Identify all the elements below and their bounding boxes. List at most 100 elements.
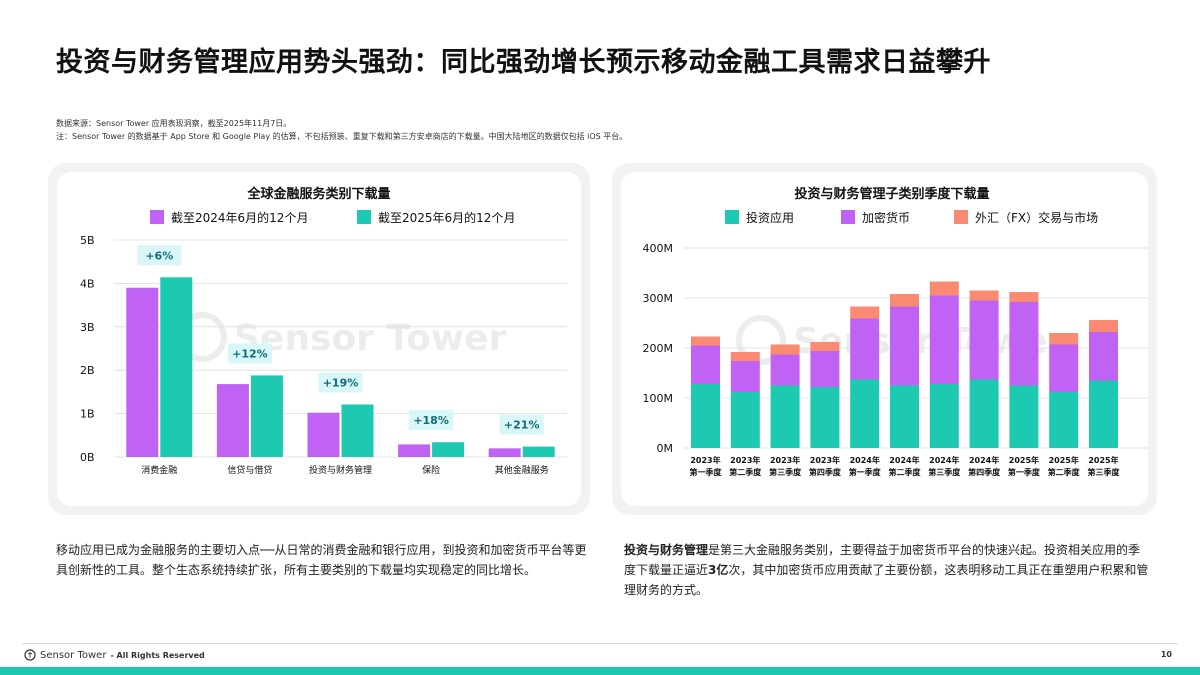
bar-segment	[1049, 392, 1079, 448]
x-tick-label-year: 2023年	[770, 455, 800, 465]
footer-divider	[22, 643, 1178, 644]
bar	[216, 384, 249, 457]
x-tick-label-year: 2025年	[1009, 455, 1039, 465]
x-tick-label-year: 2024年	[850, 455, 880, 465]
legend-label: 投资应用	[746, 210, 794, 225]
caption-left: 移动应用已成为金融服务的主要切入点──从日常的消费金融和银行应用，到投资和加密货…	[56, 543, 587, 577]
x-tick-label-quarter: 第一季度	[849, 467, 882, 477]
growth-label-bg	[318, 372, 363, 393]
x-tick-label-quarter: 第四季度	[968, 467, 1001, 477]
bar	[341, 404, 374, 457]
growth-label: +18%	[413, 414, 449, 427]
watermark: Sensor Tower	[177, 312, 507, 362]
bar-segment	[1049, 333, 1079, 345]
footer-rights: - All Rights Reserved	[110, 650, 205, 660]
y-tick-label: 0B	[80, 451, 95, 464]
growth-label-bg	[499, 414, 544, 435]
chart-card: Sensor Tower 投资与财务管理子类别季度下载量 投资应用 加密货币 外汇（FX…	[621, 172, 1148, 506]
y-tick-label: 4B	[80, 277, 95, 290]
x-tick-label-quarter: 第二季度	[1048, 467, 1081, 477]
bar	[250, 375, 283, 457]
bar-segment	[770, 354, 800, 386]
legend-swatch	[725, 210, 739, 224]
bar-segment	[770, 344, 800, 355]
caption-right: 投资与财务管理是第三大金融服务类别，主要得益于加密货币平台的快速兴起。投资相关应…	[624, 540, 1152, 600]
chart-panel-global-downloads: Sensor Tower 全球金融服务类别下载量 截至2024年6月的12个月 截至2…	[48, 163, 590, 515]
bar-segment	[810, 351, 840, 387]
legend-swatch	[841, 210, 855, 224]
y-tick-label: 5B	[80, 234, 95, 247]
bar-segment	[969, 300, 999, 380]
bar-segment	[691, 336, 720, 346]
chart-title: 全球金融服务类别下载量	[246, 186, 390, 202]
footer-brand: Sensor Tower - All Rights Reserved	[24, 649, 205, 661]
x-tick-label: 信贷与借贷	[227, 464, 272, 476]
caption-right-text-b: 次，其中加密货币应用贡献了主要份额，这表明移动工具正在重塑用户积累和管理财务的方…	[624, 563, 1149, 597]
growth-label-bg	[227, 343, 272, 364]
x-tick-label-year: 2025年	[1049, 455, 1079, 465]
chart-title: 投资与财务管理子类别季度下载量	[794, 186, 989, 202]
bar-segment	[1009, 302, 1039, 386]
bar-segment	[890, 294, 919, 307]
bar-segment	[730, 361, 760, 392]
x-tick-label: 消费金融	[141, 464, 177, 476]
sensor-tower-logo-icon	[24, 649, 36, 661]
x-tick-label-quarter: 第一季度	[1008, 467, 1041, 477]
bar	[126, 287, 159, 457]
bar	[307, 412, 340, 457]
bar-segment	[1089, 320, 1118, 332]
x-tick-label-quarter: 第三季度	[928, 467, 961, 477]
bar-segment	[810, 387, 840, 448]
legend-swatch	[150, 210, 164, 224]
chart-card: Sensor Tower 全球金融服务类别下载量 截至2024年6月的12个月 截至2…	[57, 172, 581, 506]
y-tick-label: 100M	[643, 392, 674, 405]
bar-segment	[850, 306, 880, 319]
caption-right-text-a: 是第三大金融服务类别，主要得益于加密货币平台的快速兴起。投资相关应用的季度下载量…	[624, 543, 1141, 577]
bar	[160, 277, 193, 457]
bar	[432, 442, 465, 457]
bar-segment	[730, 392, 760, 448]
source-note: 数据来源：Sensor Tower 应用表现洞察，截至2025年11月7日。	[56, 119, 292, 128]
legend-swatch	[357, 210, 371, 224]
bar-segment	[1089, 332, 1118, 381]
x-tick-label-quarter: 第三季度	[769, 467, 802, 477]
growth-label: +21%	[504, 419, 540, 432]
bar-segment	[929, 281, 959, 296]
source-notes: 数据来源：Sensor Tower 应用表现洞察，截至2025年11月7日。 注…	[56, 117, 627, 143]
legend-label: 截至2024年6月的12个月	[171, 210, 308, 225]
bar-segment	[969, 290, 999, 301]
bar	[488, 448, 521, 457]
bar-segment	[1009, 385, 1039, 448]
bar-segment	[850, 379, 880, 448]
bar-segment	[1049, 344, 1079, 392]
bar	[522, 446, 555, 457]
legend-label: 加密货币	[862, 210, 910, 225]
y-tick-label: 3B	[80, 321, 95, 334]
caption-right-bold-2: 3亿	[708, 563, 729, 577]
y-tick-label: 1B	[80, 408, 95, 421]
x-tick-label-year: 2024年	[929, 455, 959, 465]
x-tick-label-year: 2024年	[889, 455, 919, 465]
x-tick-label-year: 2024年	[969, 455, 999, 465]
growth-label-bg	[409, 410, 454, 431]
caption-right-bold: 投资与财务管理	[624, 543, 709, 557]
watermark-logo-icon	[736, 315, 786, 365]
bar-segment	[969, 379, 999, 448]
legend-swatch	[954, 210, 968, 224]
y-tick-label: 2B	[80, 364, 95, 377]
bar-segment	[890, 306, 919, 386]
x-tick-label-year: 2023年	[810, 455, 840, 465]
bottom-accent-bar	[0, 667, 1200, 675]
growth-label: +19%	[323, 376, 359, 389]
x-tick-label-quarter: 第一季度	[690, 467, 723, 477]
bar-segment	[890, 385, 919, 448]
y-tick-label: 300M	[643, 292, 674, 305]
bar-segment	[770, 385, 800, 448]
growth-label: +6%	[145, 249, 173, 262]
growth-label-bg	[137, 245, 182, 266]
x-tick-label-year: 2023年	[690, 455, 720, 465]
legend-label: 外汇（FX）交易与市场	[975, 210, 1098, 225]
x-tick-label-quarter: 第二季度	[729, 467, 762, 477]
